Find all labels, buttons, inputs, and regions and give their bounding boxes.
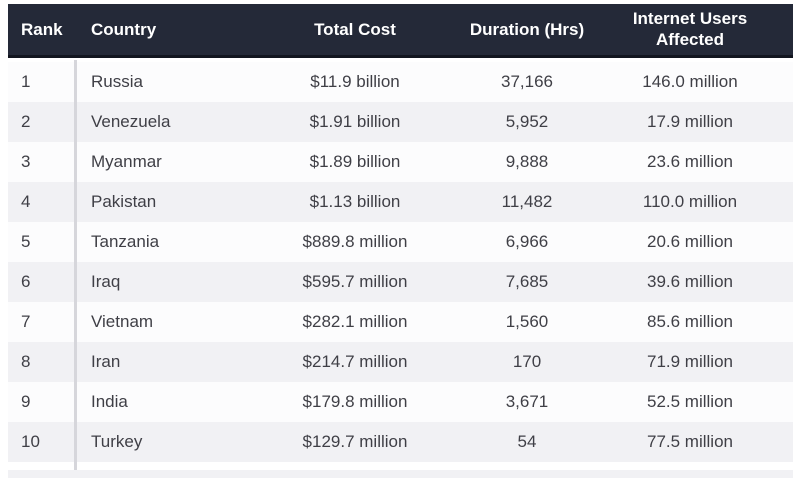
table-row: 3 Myanmar $1.89 billion 9,888 23.6 milli… [8,142,793,182]
cut-off-row [8,470,793,478]
duration-cell: 7,685 [505,272,549,291]
table-row: 1 Russia $11.9 billion 37,166 146.0 mill… [8,62,793,102]
duration-cell: 5,952 [505,112,549,131]
internet-users-cell: 77.5 million [647,432,733,451]
internet-users-cell: 52.5 million [647,392,733,411]
total-cost-cell: $214.7 million [302,352,408,371]
column-header-total-cost: Total Cost [314,19,396,39]
internet-users-cell: 20.6 million [647,232,733,251]
total-cost-cell: $11.9 billion [310,72,400,91]
table-row: 2 Venezuela $1.91 billion 5,952 17.9 mil… [8,102,793,142]
column-header-internet-users-label: Internet Users Affected [632,8,748,49]
country-cell: Turkey [91,432,143,451]
rank-cell: 4 [21,192,31,211]
row-gap [8,462,793,470]
rank-column-divider [74,60,77,470]
total-cost-cell: $889.8 million [302,232,408,251]
rank-cell: 7 [21,312,31,331]
rank-cell: 5 [21,232,31,251]
duration-cell: 3,671 [505,392,549,411]
table-body: 1 Russia $11.9 billion 37,166 146.0 mill… [8,62,793,462]
country-cell: Russia [91,72,143,91]
duration-cell: 6,966 [505,232,549,251]
rank-cell: 3 [21,152,31,171]
table-row: 6 Iraq $595.7 million 7,685 39.6 million [8,262,793,302]
rank-cell: 9 [21,392,31,411]
total-cost-cell: $1.89 billion [309,152,401,171]
country-cell: Myanmar [91,152,162,171]
internet-users-cell: 17.9 million [647,112,733,131]
internet-users-cell: 71.9 million [647,352,733,371]
column-header-internet-users: Internet Users Affected [587,9,793,50]
rank-cell: 8 [21,352,31,371]
total-cost-cell: $595.7 million [302,272,408,291]
total-cost-cell: $1.13 billion [309,192,401,211]
duration-cell: 9,888 [505,152,549,171]
table-row: 8 Iran $214.7 million 170 71.9 million [8,342,793,382]
internet-users-cell: 39.6 million [647,272,733,291]
total-cost-cell: $129.7 million [302,432,408,451]
country-cell: Venezuela [91,112,171,131]
rank-cell: 2 [21,112,31,131]
duration-cell: 37,166 [501,72,553,91]
duration-cell: 54 [517,432,537,451]
country-shutdown-cost-table: Rank Country Total Cost Duration (Hrs) I… [8,4,793,478]
internet-users-cell: 85.6 million [647,312,733,331]
table-row: 9 India $179.8 million 3,671 52.5 millio… [8,382,793,422]
country-cell: Iraq [91,272,121,291]
table-row: 7 Vietnam $282.1 million 1,560 85.6 mill… [8,302,793,342]
table-row: 10 Turkey $129.7 million 54 77.5 million [8,422,793,462]
total-cost-cell: $1.91 billion [309,112,401,131]
rank-cell: 6 [21,272,31,291]
column-header-duration: Duration (Hrs) [469,19,585,39]
duration-cell: 1,560 [505,312,549,331]
table-header-row: Rank Country Total Cost Duration (Hrs) I… [8,4,793,58]
country-cell: Tanzania [91,232,160,251]
total-cost-cell: $282.1 million [302,312,408,331]
internet-users-cell: 110.0 million [642,192,738,211]
internet-users-cell: 23.6 million [647,152,733,171]
duration-cell: 11,482 [501,192,553,211]
country-cell: Iran [91,352,121,371]
table-row: 4 Pakistan $1.13 billion 11,482 110.0 mi… [8,182,793,222]
country-cell: Pakistan [91,192,157,211]
internet-users-cell: 146.0 million [642,72,738,91]
rank-cell: 10 [21,432,40,451]
country-cell: Vietnam [91,312,154,331]
country-cell: India [91,392,128,411]
total-cost-cell: $179.8 million [302,392,408,411]
rank-cell: 1 [21,72,31,91]
duration-cell: 170 [512,352,542,371]
column-header-country: Country [91,19,157,39]
table-row: 5 Tanzania $889.8 million 6,966 20.6 mil… [8,222,793,262]
column-header-rank: Rank [21,19,63,39]
